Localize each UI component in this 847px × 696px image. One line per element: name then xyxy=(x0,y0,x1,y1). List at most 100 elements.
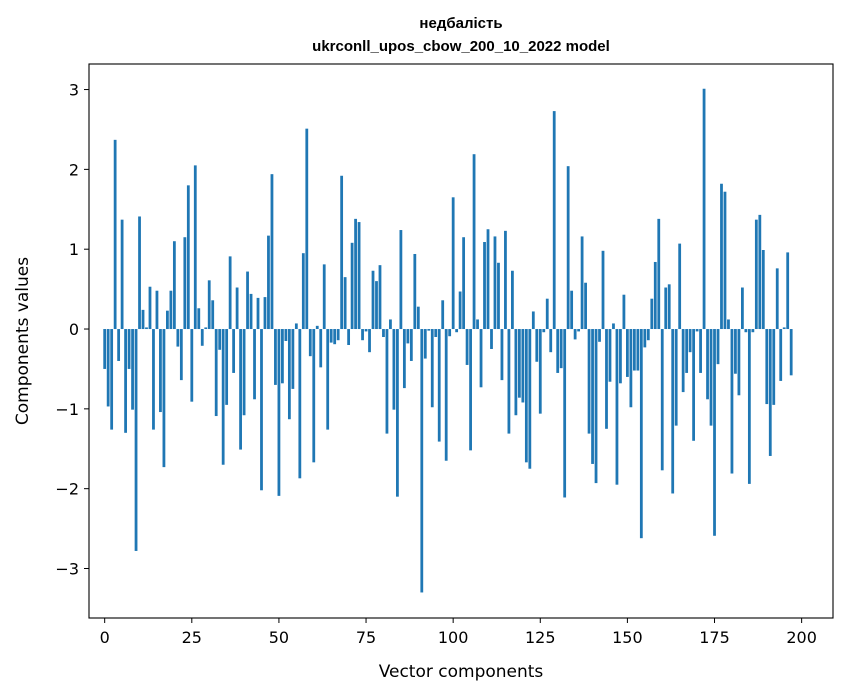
x-tick-label: 50 xyxy=(269,628,289,647)
bar xyxy=(333,329,337,345)
x-axis-label: Vector components xyxy=(379,662,544,682)
bar xyxy=(368,329,371,353)
bar xyxy=(678,243,682,330)
bar xyxy=(681,329,685,393)
bar xyxy=(322,264,326,330)
bar xyxy=(493,236,497,330)
bar xyxy=(225,329,229,405)
bar xyxy=(667,284,671,330)
bar xyxy=(552,111,556,330)
bar xyxy=(113,139,117,330)
bar xyxy=(660,329,664,471)
bar xyxy=(371,270,375,330)
bar xyxy=(671,329,675,494)
bar xyxy=(476,319,479,330)
bar xyxy=(542,329,546,333)
bar xyxy=(190,329,194,402)
bar xyxy=(416,306,420,330)
bar xyxy=(103,329,107,369)
bar xyxy=(218,329,222,350)
bar xyxy=(761,250,765,330)
bar xyxy=(430,329,434,408)
bar xyxy=(172,241,176,330)
bar xyxy=(465,329,469,365)
chart-subtitle: ukrconll_upos_cbow_200_10_2022 model xyxy=(312,38,610,55)
bar xyxy=(580,236,584,330)
bar xyxy=(591,329,594,464)
bar xyxy=(256,297,260,330)
bar xyxy=(441,300,445,330)
bar xyxy=(713,329,716,536)
bar xyxy=(779,329,783,381)
bar xyxy=(549,329,553,353)
bar xyxy=(294,323,298,330)
bar xyxy=(319,329,323,368)
bar xyxy=(291,329,295,389)
bar xyxy=(127,329,131,369)
bar xyxy=(758,214,762,330)
x-tick-label: 0 xyxy=(100,628,110,647)
bar xyxy=(636,329,640,371)
bar xyxy=(507,329,511,434)
bar xyxy=(402,329,406,389)
bar xyxy=(207,280,211,330)
bar xyxy=(329,329,333,343)
bar xyxy=(643,329,647,348)
bar xyxy=(514,329,518,416)
bar xyxy=(702,88,706,330)
bar xyxy=(169,290,173,330)
bar xyxy=(768,329,772,456)
bar xyxy=(183,237,187,330)
bar xyxy=(361,329,364,341)
bar xyxy=(566,166,570,330)
bar xyxy=(451,197,455,330)
bar xyxy=(427,329,431,331)
bar xyxy=(287,329,291,420)
bar xyxy=(270,174,274,330)
y-tick-label: 0 xyxy=(69,320,79,339)
bar xyxy=(155,290,159,330)
bar xyxy=(699,329,702,373)
y-axis-label: Components values xyxy=(13,257,33,425)
bar xyxy=(444,329,448,461)
chart-title: недбалість xyxy=(419,15,502,32)
bar xyxy=(737,329,741,396)
bar xyxy=(326,329,330,430)
bar xyxy=(246,271,249,330)
bar xyxy=(608,329,612,382)
bar xyxy=(455,329,459,333)
bar xyxy=(152,329,155,430)
bar xyxy=(382,329,385,338)
bar xyxy=(511,270,514,330)
bar xyxy=(193,165,197,330)
bar xyxy=(504,230,507,330)
bar xyxy=(131,329,134,410)
bar xyxy=(545,298,549,330)
bar xyxy=(186,185,190,330)
bar xyxy=(308,329,312,357)
bar xyxy=(179,329,183,381)
bar xyxy=(343,277,347,330)
bar xyxy=(420,329,424,593)
bar xyxy=(340,175,344,330)
bar xyxy=(274,329,277,385)
bar xyxy=(528,329,532,469)
bar xyxy=(786,252,790,330)
bar xyxy=(639,329,643,539)
bar xyxy=(389,319,392,330)
bar xyxy=(221,329,225,465)
bar xyxy=(653,261,657,330)
bar xyxy=(657,218,661,330)
bar xyxy=(134,329,138,551)
bar xyxy=(789,329,793,376)
bar xyxy=(448,329,452,337)
bar xyxy=(462,237,466,330)
bar xyxy=(138,216,141,330)
bar xyxy=(315,325,319,330)
bar xyxy=(744,329,748,333)
bar xyxy=(497,262,500,330)
bar xyxy=(664,287,668,330)
bar xyxy=(148,286,152,330)
bar xyxy=(570,290,574,330)
